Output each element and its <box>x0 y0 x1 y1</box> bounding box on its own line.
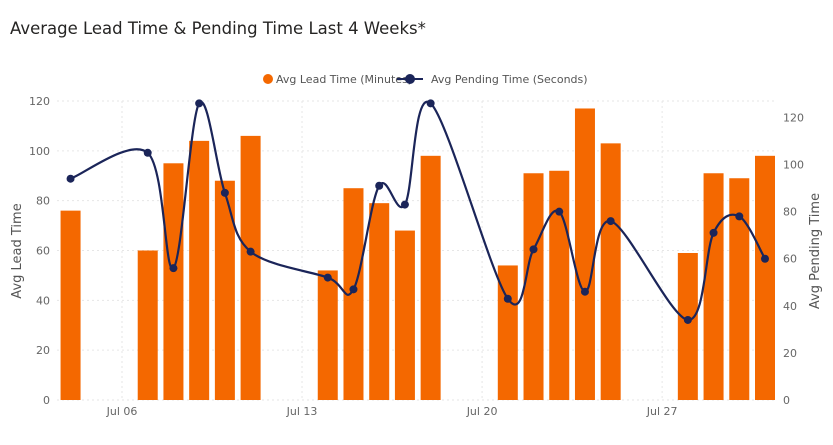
x-tick-label: Jul 06 <box>106 405 138 418</box>
x-tick-label: Jul 27 <box>646 405 678 418</box>
legend-label: Avg Pending Time (Seconds) <box>431 73 588 86</box>
bar <box>240 135 261 400</box>
y-tick-label: 120 <box>29 95 50 108</box>
legend: Avg Lead Time (Minutes) Avg Pending Time … <box>263 73 588 86</box>
line-point <box>246 247 255 256</box>
y2-tick-label: 100 <box>783 159 804 172</box>
legend-label: Avg Lead Time (Minutes) <box>276 73 412 86</box>
line-point <box>529 245 538 254</box>
line-point <box>761 254 769 263</box>
line-point <box>503 294 512 303</box>
y2-axis-title: Avg Pending Time <box>808 193 823 309</box>
line-point <box>400 200 409 209</box>
bar <box>343 188 364 400</box>
bar <box>163 163 184 400</box>
y2-tick-label: 120 <box>783 111 804 124</box>
y2-tick-label: 20 <box>783 347 797 360</box>
bar <box>549 170 570 400</box>
line-point <box>555 207 564 216</box>
bar <box>214 180 235 400</box>
line-point <box>683 315 692 324</box>
bar <box>729 178 750 400</box>
line-point <box>426 99 435 108</box>
bar <box>523 173 544 400</box>
y-tick-label: 60 <box>36 245 50 258</box>
line-point <box>349 285 358 294</box>
bar <box>60 210 81 400</box>
bar <box>420 155 441 400</box>
line-point <box>580 287 589 296</box>
line-point <box>375 181 384 190</box>
bar <box>137 250 158 400</box>
line-point <box>606 217 615 226</box>
bar <box>600 143 621 400</box>
line-point <box>195 99 204 108</box>
bar <box>755 155 775 400</box>
line-point <box>169 264 178 273</box>
line-point <box>735 212 744 221</box>
y2-tick-label: 80 <box>783 206 797 219</box>
bar <box>369 203 390 400</box>
x-tick-label: Jul 20 <box>466 405 498 418</box>
y2-tick-label: 40 <box>783 300 797 313</box>
y-tick-label: 100 <box>29 145 50 158</box>
y-tick-label: 20 <box>36 344 50 357</box>
line-point <box>323 273 332 282</box>
line-point <box>220 188 229 197</box>
line-point <box>709 228 718 237</box>
legend-marker-bar <box>263 74 273 84</box>
chart-title: Average Lead Time & Pending Time Last 4 … <box>10 19 426 38</box>
y2-tick-label: 60 <box>783 253 797 266</box>
bar <box>394 230 415 400</box>
bar <box>703 173 724 400</box>
x-tick-label: Jul 13 <box>286 405 318 418</box>
bar <box>317 270 338 400</box>
bar <box>189 140 210 400</box>
line-point <box>66 174 75 183</box>
line-series <box>70 100 766 322</box>
legend-marker-point <box>405 74 415 84</box>
y2-tick-label: 0 <box>783 394 790 407</box>
y-tick-label: 80 <box>36 195 50 208</box>
y-tick-label: 40 <box>36 294 50 307</box>
bar <box>497 265 518 400</box>
bar <box>677 252 698 400</box>
line-point <box>143 148 152 157</box>
y-axis-title: Avg Lead Time <box>10 203 25 298</box>
bar <box>574 108 595 400</box>
y-tick-label: 0 <box>43 394 50 407</box>
